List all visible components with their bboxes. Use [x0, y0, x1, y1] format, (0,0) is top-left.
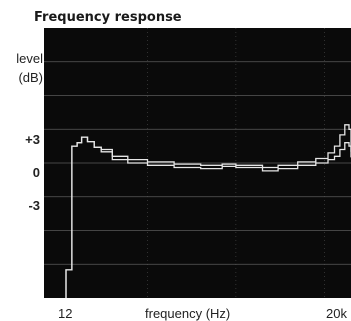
x-tick-label: 20k — [326, 306, 347, 321]
y-axis-label-line1: level — [16, 51, 43, 66]
grid — [44, 28, 351, 298]
chart-plot-area — [44, 28, 351, 298]
y-tick-label: +3 — [25, 132, 40, 147]
chart-title: Frequency response — [34, 10, 182, 25]
y-axis-label-line2: (dB) — [18, 70, 43, 85]
x-axis-label: frequency (Hz) — [145, 306, 231, 321]
y-tick-label: -3 — [28, 198, 40, 213]
series-line-2 — [65, 136, 351, 298]
series-group — [65, 124, 351, 298]
y-tick-label: 0 — [32, 165, 40, 180]
x-tick-label: 12 — [58, 306, 73, 321]
